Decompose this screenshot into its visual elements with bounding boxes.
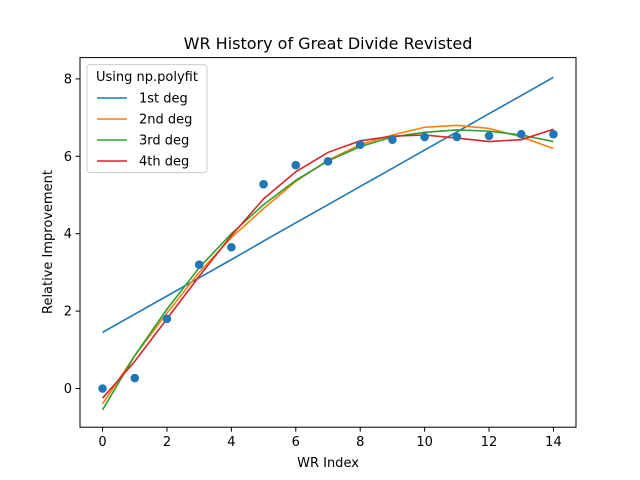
scatter-layer <box>98 129 558 393</box>
data-point <box>194 260 204 269</box>
series-line-1 <box>102 76 554 334</box>
legend-label-1: 1st deg <box>139 92 188 107</box>
data-point <box>259 179 268 189</box>
legend: Using np.polyfit 1st deg 2nd deg 3rd deg 4t… <box>86 64 208 174</box>
y-tick-label: 4 <box>64 227 72 242</box>
data-point <box>227 242 236 252</box>
chart-title: WR History of Great Divide Revisted <box>184 34 473 53</box>
x-tick-label: 8 <box>356 435 364 450</box>
x-tick-label: 10 <box>416 435 433 450</box>
legend-label-4: 4th deg <box>139 155 189 170</box>
legend-label-2: 2nd deg <box>139 113 192 128</box>
data-point <box>355 140 365 149</box>
legend-box <box>86 64 208 174</box>
x-axis-ticks: 0 2 4 6 8 10 12 14 <box>98 427 562 450</box>
data-point <box>452 132 462 142</box>
series-line-4 <box>101 128 554 399</box>
x-tick-label: 4 <box>227 435 235 450</box>
x-axis-label: WR Index <box>297 456 359 471</box>
axes-frame <box>79 57 577 428</box>
y-tick-label: 8 <box>64 72 72 87</box>
data-point <box>162 314 172 324</box>
data-point <box>516 129 526 139</box>
y-tick-label: 6 <box>64 150 72 165</box>
data-point <box>323 157 333 166</box>
legend-title: Using np.polyfit <box>96 70 198 85</box>
x-tick-label: 0 <box>98 435 106 450</box>
y-axis-label: Relative Improvement <box>41 170 56 314</box>
legend-label-3: 3rd deg <box>139 134 189 149</box>
data-point <box>420 132 429 142</box>
y-tick-label: 0 <box>64 382 72 397</box>
data-point <box>98 384 107 393</box>
y-axis-ticks: 0 2 4 6 8 <box>64 72 80 397</box>
x-tick-label: 12 <box>481 435 498 450</box>
data-point <box>549 129 558 139</box>
data-point <box>484 131 494 141</box>
data-point <box>130 373 140 383</box>
plot-area <box>79 57 577 428</box>
x-tick-label: 6 <box>292 435 300 450</box>
x-tick-label: 2 <box>163 435 171 450</box>
x-tick-label: 14 <box>545 435 562 450</box>
data-point <box>291 160 301 170</box>
y-tick-label: 2 <box>64 305 72 320</box>
legend-entries: 1st deg 2nd deg 3rd deg 4th deg <box>97 92 192 170</box>
data-point <box>388 135 397 144</box>
